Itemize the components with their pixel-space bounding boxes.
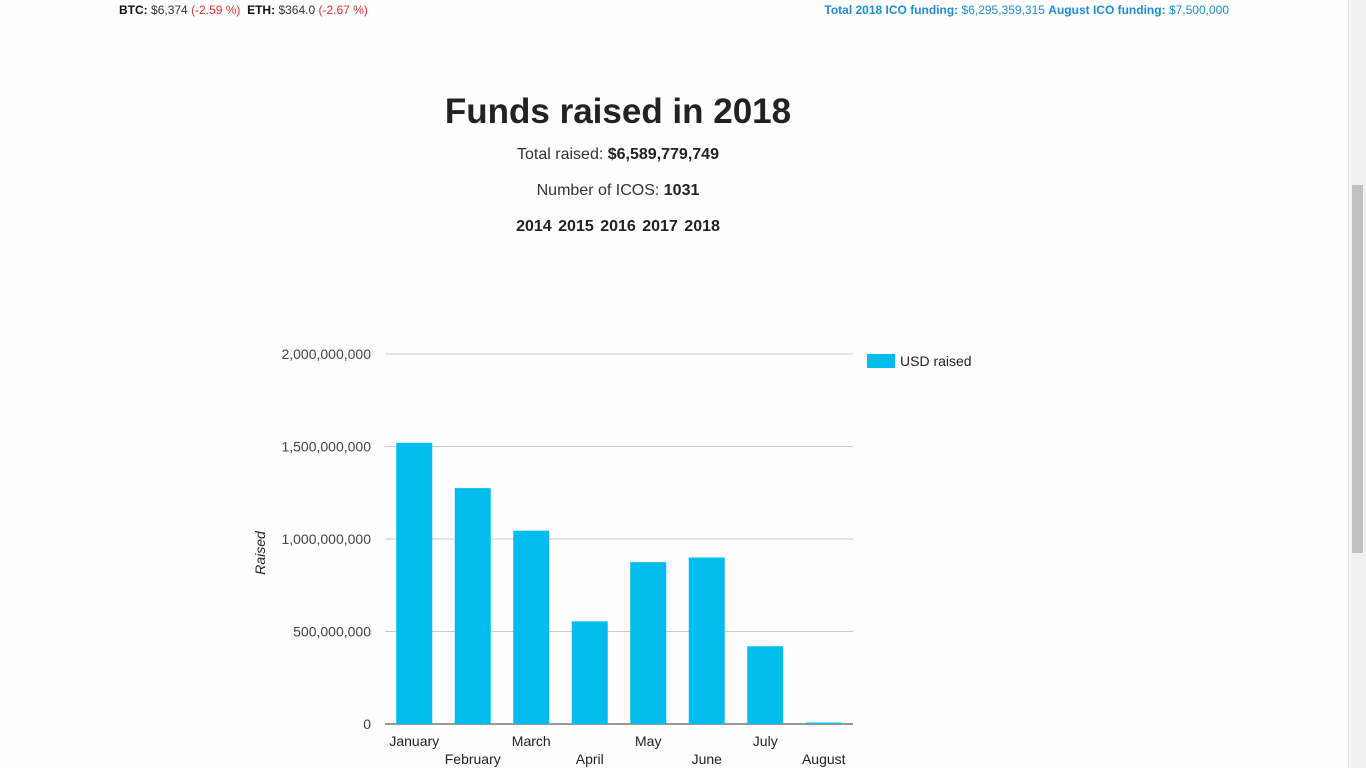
x-tick-label: May [635, 733, 661, 749]
year-link-2017[interactable]: 2017 [642, 218, 678, 235]
bar-august [805, 722, 842, 724]
total-raised-value: $6,589,779,749 [607, 146, 719, 163]
eth-label: ETH: [247, 3, 276, 17]
y-tick-label: 1,500,000,000 [281, 439, 371, 455]
bar-march [513, 530, 550, 724]
x-tick-label: April [576, 751, 604, 767]
total-raised: Total raised: $6,589,779,749 [0, 146, 1236, 164]
y-tick-label: 2,000,000,000 [281, 346, 371, 362]
scrollbar-thumb[interactable] [1352, 185, 1363, 553]
eth-change: (-2.67 %) [318, 3, 368, 17]
bar-may [630, 562, 667, 724]
year-links: 2014 2015 2016 2017 2018 [0, 218, 1236, 236]
bar-february [454, 488, 491, 724]
total-funding-value[interactable]: $6,295,359,315 [961, 3, 1045, 17]
bar-july [747, 646, 784, 724]
btc-price: $6,374 [151, 3, 188, 17]
ico-count-label: Number of ICOS: [536, 182, 660, 199]
crypto-ticker: BTC: $6,374 (-2.59 %) ETH: $364.0 (-2.67… [119, 3, 368, 17]
year-link-2018[interactable]: 2018 [684, 218, 720, 235]
y-tick-label: 0 [363, 716, 371, 732]
ico-count-value: 1031 [663, 182, 700, 199]
x-tick-label: June [692, 751, 723, 767]
btc-change: (-2.59 %) [191, 3, 241, 17]
btc-label: BTC: [119, 3, 148, 17]
month-funding-value[interactable]: $7,500,000 [1168, 3, 1229, 17]
year-link-2015[interactable]: 2015 [558, 218, 594, 235]
total-raised-label: Total raised: [517, 146, 604, 163]
bar-april [571, 621, 608, 724]
y-axis-label: Raised [252, 530, 268, 575]
x-tick-label: February [445, 751, 501, 767]
x-tick-label: July [753, 733, 778, 749]
bar-june [688, 557, 725, 724]
year-link-2016[interactable]: 2016 [600, 218, 636, 235]
month-funding-label[interactable]: August ICO funding: [1048, 3, 1166, 17]
legend-swatch [867, 354, 895, 368]
ico-count: Number of ICOS: 1031 [0, 182, 1236, 200]
page-title: Funds raised in 2018 [444, 92, 792, 131]
eth-price: $364.0 [278, 3, 316, 17]
x-tick-label: January [389, 733, 439, 749]
year-link-2014[interactable]: 2014 [516, 218, 552, 235]
x-tick-label: March [512, 733, 551, 749]
x-tick-label: August [802, 751, 846, 767]
bar-january [396, 442, 433, 724]
legend-label: USD raised [900, 353, 972, 369]
vertical-scrollbar[interactable] [1348, 0, 1366, 768]
ico-funding-ticker[interactable]: Total 2018 ICO funding: $6,295,359,315 A… [824, 3, 1229, 17]
y-tick-label: 1,000,000,000 [281, 531, 371, 547]
total-funding-label[interactable]: Total 2018 ICO funding: [824, 3, 959, 17]
y-tick-label: 500,000,000 [293, 624, 371, 640]
